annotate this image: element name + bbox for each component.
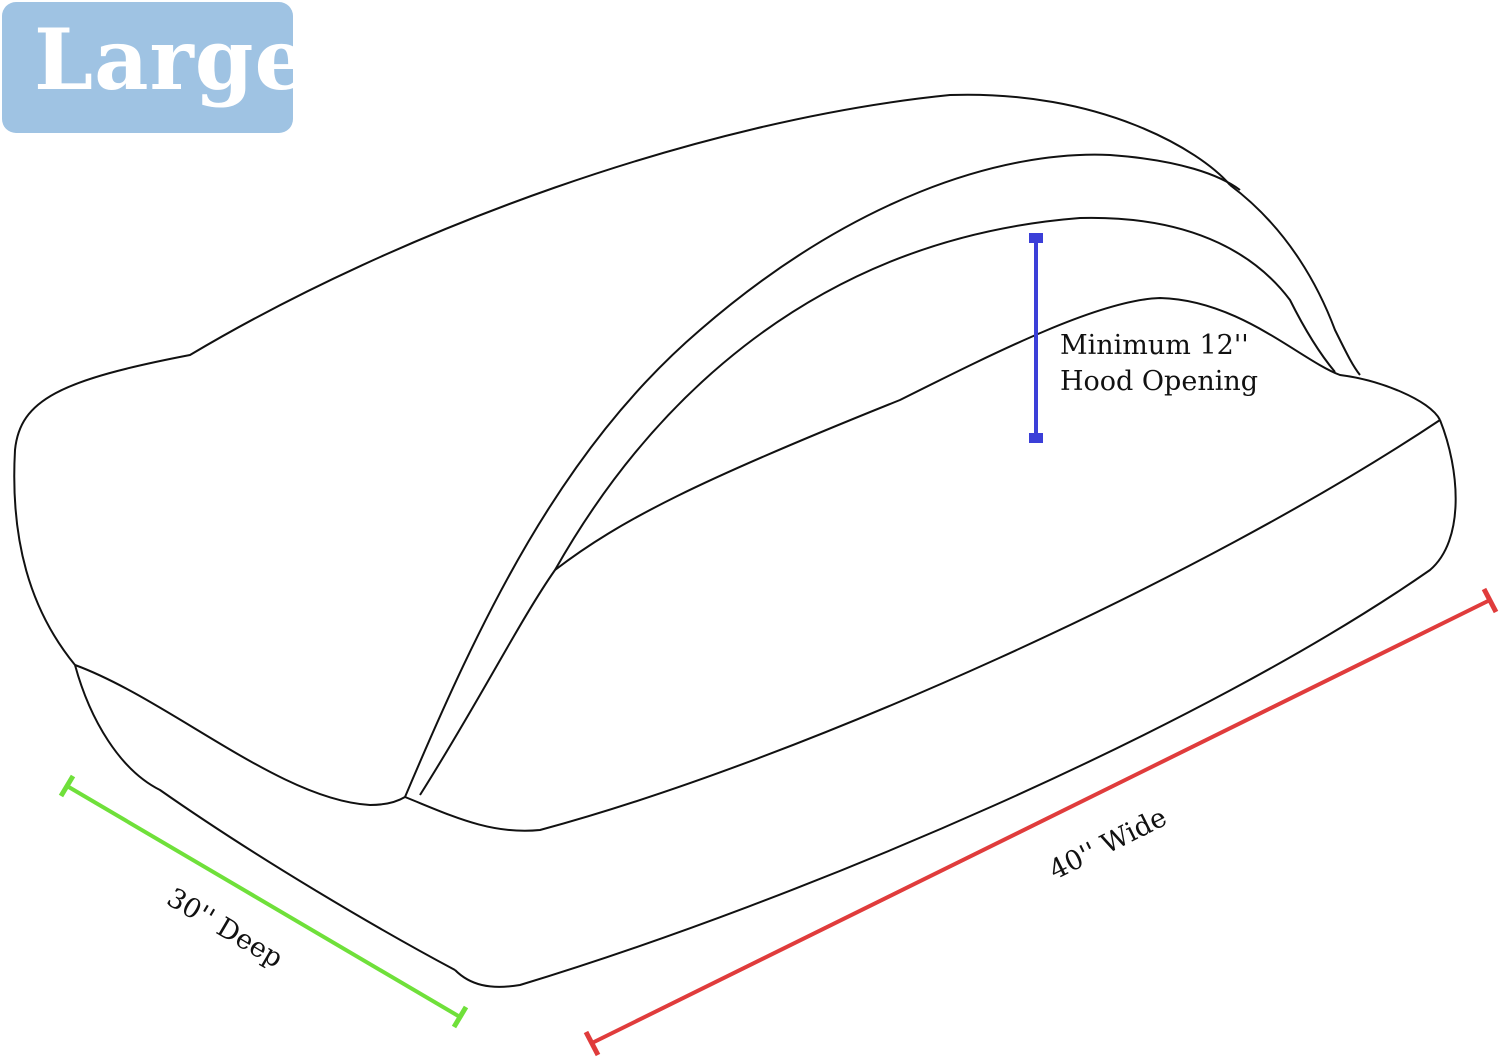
back-arch (1229, 184, 1361, 376)
size-badge: Large (2, 2, 308, 133)
left-pillow-bottom (74, 664, 406, 807)
bottom-left (74, 664, 456, 971)
width-cap-left (583, 1030, 601, 1057)
outer-top-contour (13, 93, 1231, 666)
height-cap-bottom (1029, 433, 1043, 443)
height-cap-top (1029, 233, 1043, 243)
depth-cap-right (451, 1005, 469, 1029)
height-label-line2: Hood Opening (1060, 366, 1258, 397)
right-side (454, 419, 1457, 988)
width-label: 40'' Wide (1044, 802, 1171, 886)
front-cushion-rim (404, 419, 1441, 832)
opening-rim (554, 296, 1441, 571)
depth-label: 30'' Deep (161, 882, 288, 974)
size-label: Large (34, 10, 309, 109)
depth-cap-left (58, 774, 76, 798)
middle-arch (404, 153, 1241, 798)
width-cap-right (1481, 587, 1499, 614)
depth-measurement: 30'' Deep (58, 774, 469, 1029)
height-label-line1: Minimum 12'' (1060, 330, 1249, 361)
height-measurement: Minimum 12'' Hood Opening (1029, 233, 1258, 443)
depth-line (65, 784, 462, 1019)
width-line (591, 598, 1491, 1045)
inner-arch (419, 216, 1336, 796)
bed-outline (13, 93, 1457, 988)
width-measurement: 40'' Wide (583, 587, 1499, 1057)
